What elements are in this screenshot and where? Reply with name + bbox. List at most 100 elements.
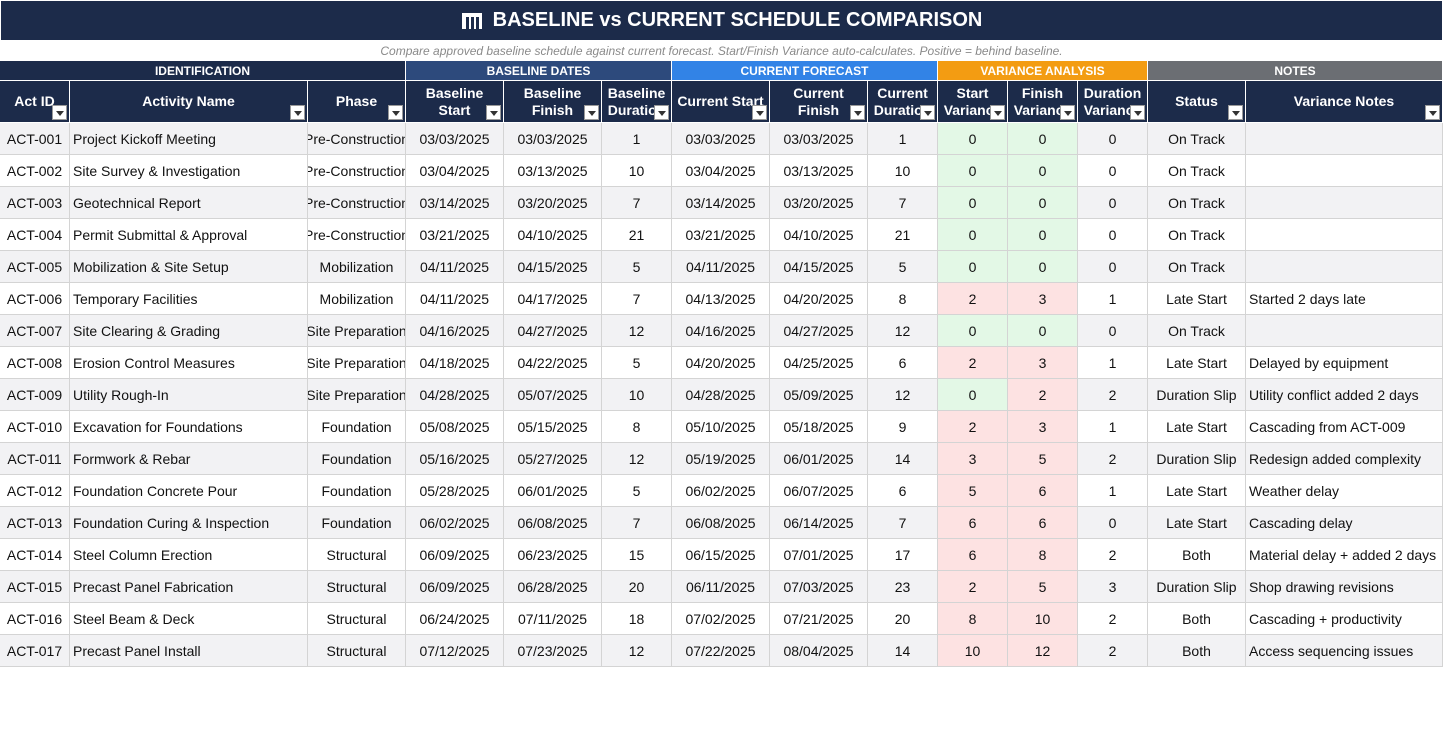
table-cell: Late Start [1148, 411, 1246, 443]
table-cell: 04/28/2025 [672, 379, 770, 411]
table-cell: Mobilization [308, 283, 406, 315]
filter-button[interactable] [52, 105, 67, 120]
table-cell: 08/04/2025 [770, 635, 868, 667]
table-cell: 0 [1008, 251, 1078, 283]
table-cell: 2 [1078, 379, 1148, 411]
filter-button[interactable] [920, 105, 935, 120]
table-cell: Precast Panel Install [70, 635, 308, 667]
table-cell: On Track [1148, 187, 1246, 219]
table-cell: Pre-Construction [308, 123, 406, 155]
table-cell: 06/28/2025 [504, 571, 602, 603]
column-header-text: Variance Notes [1293, 93, 1395, 109]
table-cell: 06/24/2025 [406, 603, 504, 635]
table-cell: 2 [938, 411, 1008, 443]
table-cell: 06/08/2025 [672, 507, 770, 539]
table-cell: 2 [938, 571, 1008, 603]
table-cell: 5 [1008, 443, 1078, 475]
table-cell: 5 [868, 251, 938, 283]
filter-button[interactable] [1425, 105, 1440, 120]
table-cell: 04/25/2025 [770, 347, 868, 379]
table-cell [1246, 251, 1443, 283]
filter-button[interactable] [388, 105, 403, 120]
table-cell: 2 [1078, 539, 1148, 571]
table-cell: ACT-001 [0, 123, 70, 155]
table-cell: 03/20/2025 [770, 187, 868, 219]
table-cell: 07/11/2025 [504, 603, 602, 635]
table-cell: 15 [602, 539, 672, 571]
table-cell: Erosion Control Measures [70, 347, 308, 379]
table-cell: Late Start [1148, 475, 1246, 507]
filter-button[interactable] [850, 105, 865, 120]
filter-button[interactable] [1130, 105, 1145, 120]
table-cell: 1 [1078, 347, 1148, 379]
table-cell: ACT-014 [0, 539, 70, 571]
column-header-text: Finish Variance [1013, 84, 1072, 118]
table-cell: Foundation Curing & Inspection [70, 507, 308, 539]
table-cell: Redesign added complexity [1246, 443, 1443, 475]
filter-button[interactable] [1060, 105, 1075, 120]
table-cell: 6 [938, 539, 1008, 571]
filter-button[interactable] [654, 105, 669, 120]
table-cell: Both [1148, 539, 1246, 571]
table-cell: 10 [1008, 603, 1078, 635]
table-cell: 8 [868, 283, 938, 315]
table-cell: 14 [868, 443, 938, 475]
filter-button[interactable] [584, 105, 599, 120]
table-cell: 2 [1078, 603, 1148, 635]
table-cell: 12 [868, 379, 938, 411]
column-header: Current Start [672, 81, 770, 123]
table-cell: 06/09/2025 [406, 539, 504, 571]
table-cell: 04/16/2025 [672, 315, 770, 347]
table-cell: 0 [1078, 123, 1148, 155]
table-cell: 07/01/2025 [770, 539, 868, 571]
table-cell: ACT-002 [0, 155, 70, 187]
table-cell: 04/11/2025 [672, 251, 770, 283]
table-cell: 04/11/2025 [406, 283, 504, 315]
table-cell: 0 [938, 123, 1008, 155]
filter-button[interactable] [752, 105, 767, 120]
table-cell: 6 [1008, 475, 1078, 507]
table-cell: Site Preparation [308, 379, 406, 411]
table-cell: Late Start [1148, 347, 1246, 379]
table-cell: 7 [602, 283, 672, 315]
table-cell: 05/10/2025 [672, 411, 770, 443]
table-cell: 04/10/2025 [504, 219, 602, 251]
filter-button[interactable] [990, 105, 1005, 120]
filter-button[interactable] [1228, 105, 1243, 120]
column-header: Baseline Finish [504, 81, 602, 123]
table-cell: 0 [938, 379, 1008, 411]
table-cell: 03/03/2025 [504, 123, 602, 155]
table-cell: Pre-Construction [308, 155, 406, 187]
table-cell [1246, 315, 1443, 347]
table-cell: Utility conflict added 2 days [1246, 379, 1443, 411]
table-cell: ACT-008 [0, 347, 70, 379]
table-cell [1246, 219, 1443, 251]
table-cell: 06/01/2025 [770, 443, 868, 475]
table-cell: 07/03/2025 [770, 571, 868, 603]
table-cell: 07/02/2025 [672, 603, 770, 635]
table-cell: 03/14/2025 [672, 187, 770, 219]
table-cell: 04/18/2025 [406, 347, 504, 379]
table-cell: 21 [602, 219, 672, 251]
column-header: Current Finish [770, 81, 868, 123]
column-header-text: Activity Name [142, 93, 235, 109]
table-cell: 03/13/2025 [504, 155, 602, 187]
table-cell: 06/15/2025 [672, 539, 770, 571]
table-cell: Formwork & Rebar [70, 443, 308, 475]
filter-button[interactable] [290, 105, 305, 120]
table-cell: 03/13/2025 [770, 155, 868, 187]
filter-button[interactable] [486, 105, 501, 120]
table-cell: 04/27/2025 [770, 315, 868, 347]
table-cell: 0 [1078, 187, 1148, 219]
table-cell: 1 [868, 123, 938, 155]
table-cell: ACT-006 [0, 283, 70, 315]
table-cell: Cascading delay [1246, 507, 1443, 539]
table-cell: 03/14/2025 [406, 187, 504, 219]
table-cell: 6 [1008, 507, 1078, 539]
table-cell: 06/08/2025 [504, 507, 602, 539]
table-cell: Foundation [308, 411, 406, 443]
table-cell: 18 [602, 603, 672, 635]
table-cell: On Track [1148, 123, 1246, 155]
table-cell: Excavation for Foundations [70, 411, 308, 443]
table-cell: 17 [868, 539, 938, 571]
